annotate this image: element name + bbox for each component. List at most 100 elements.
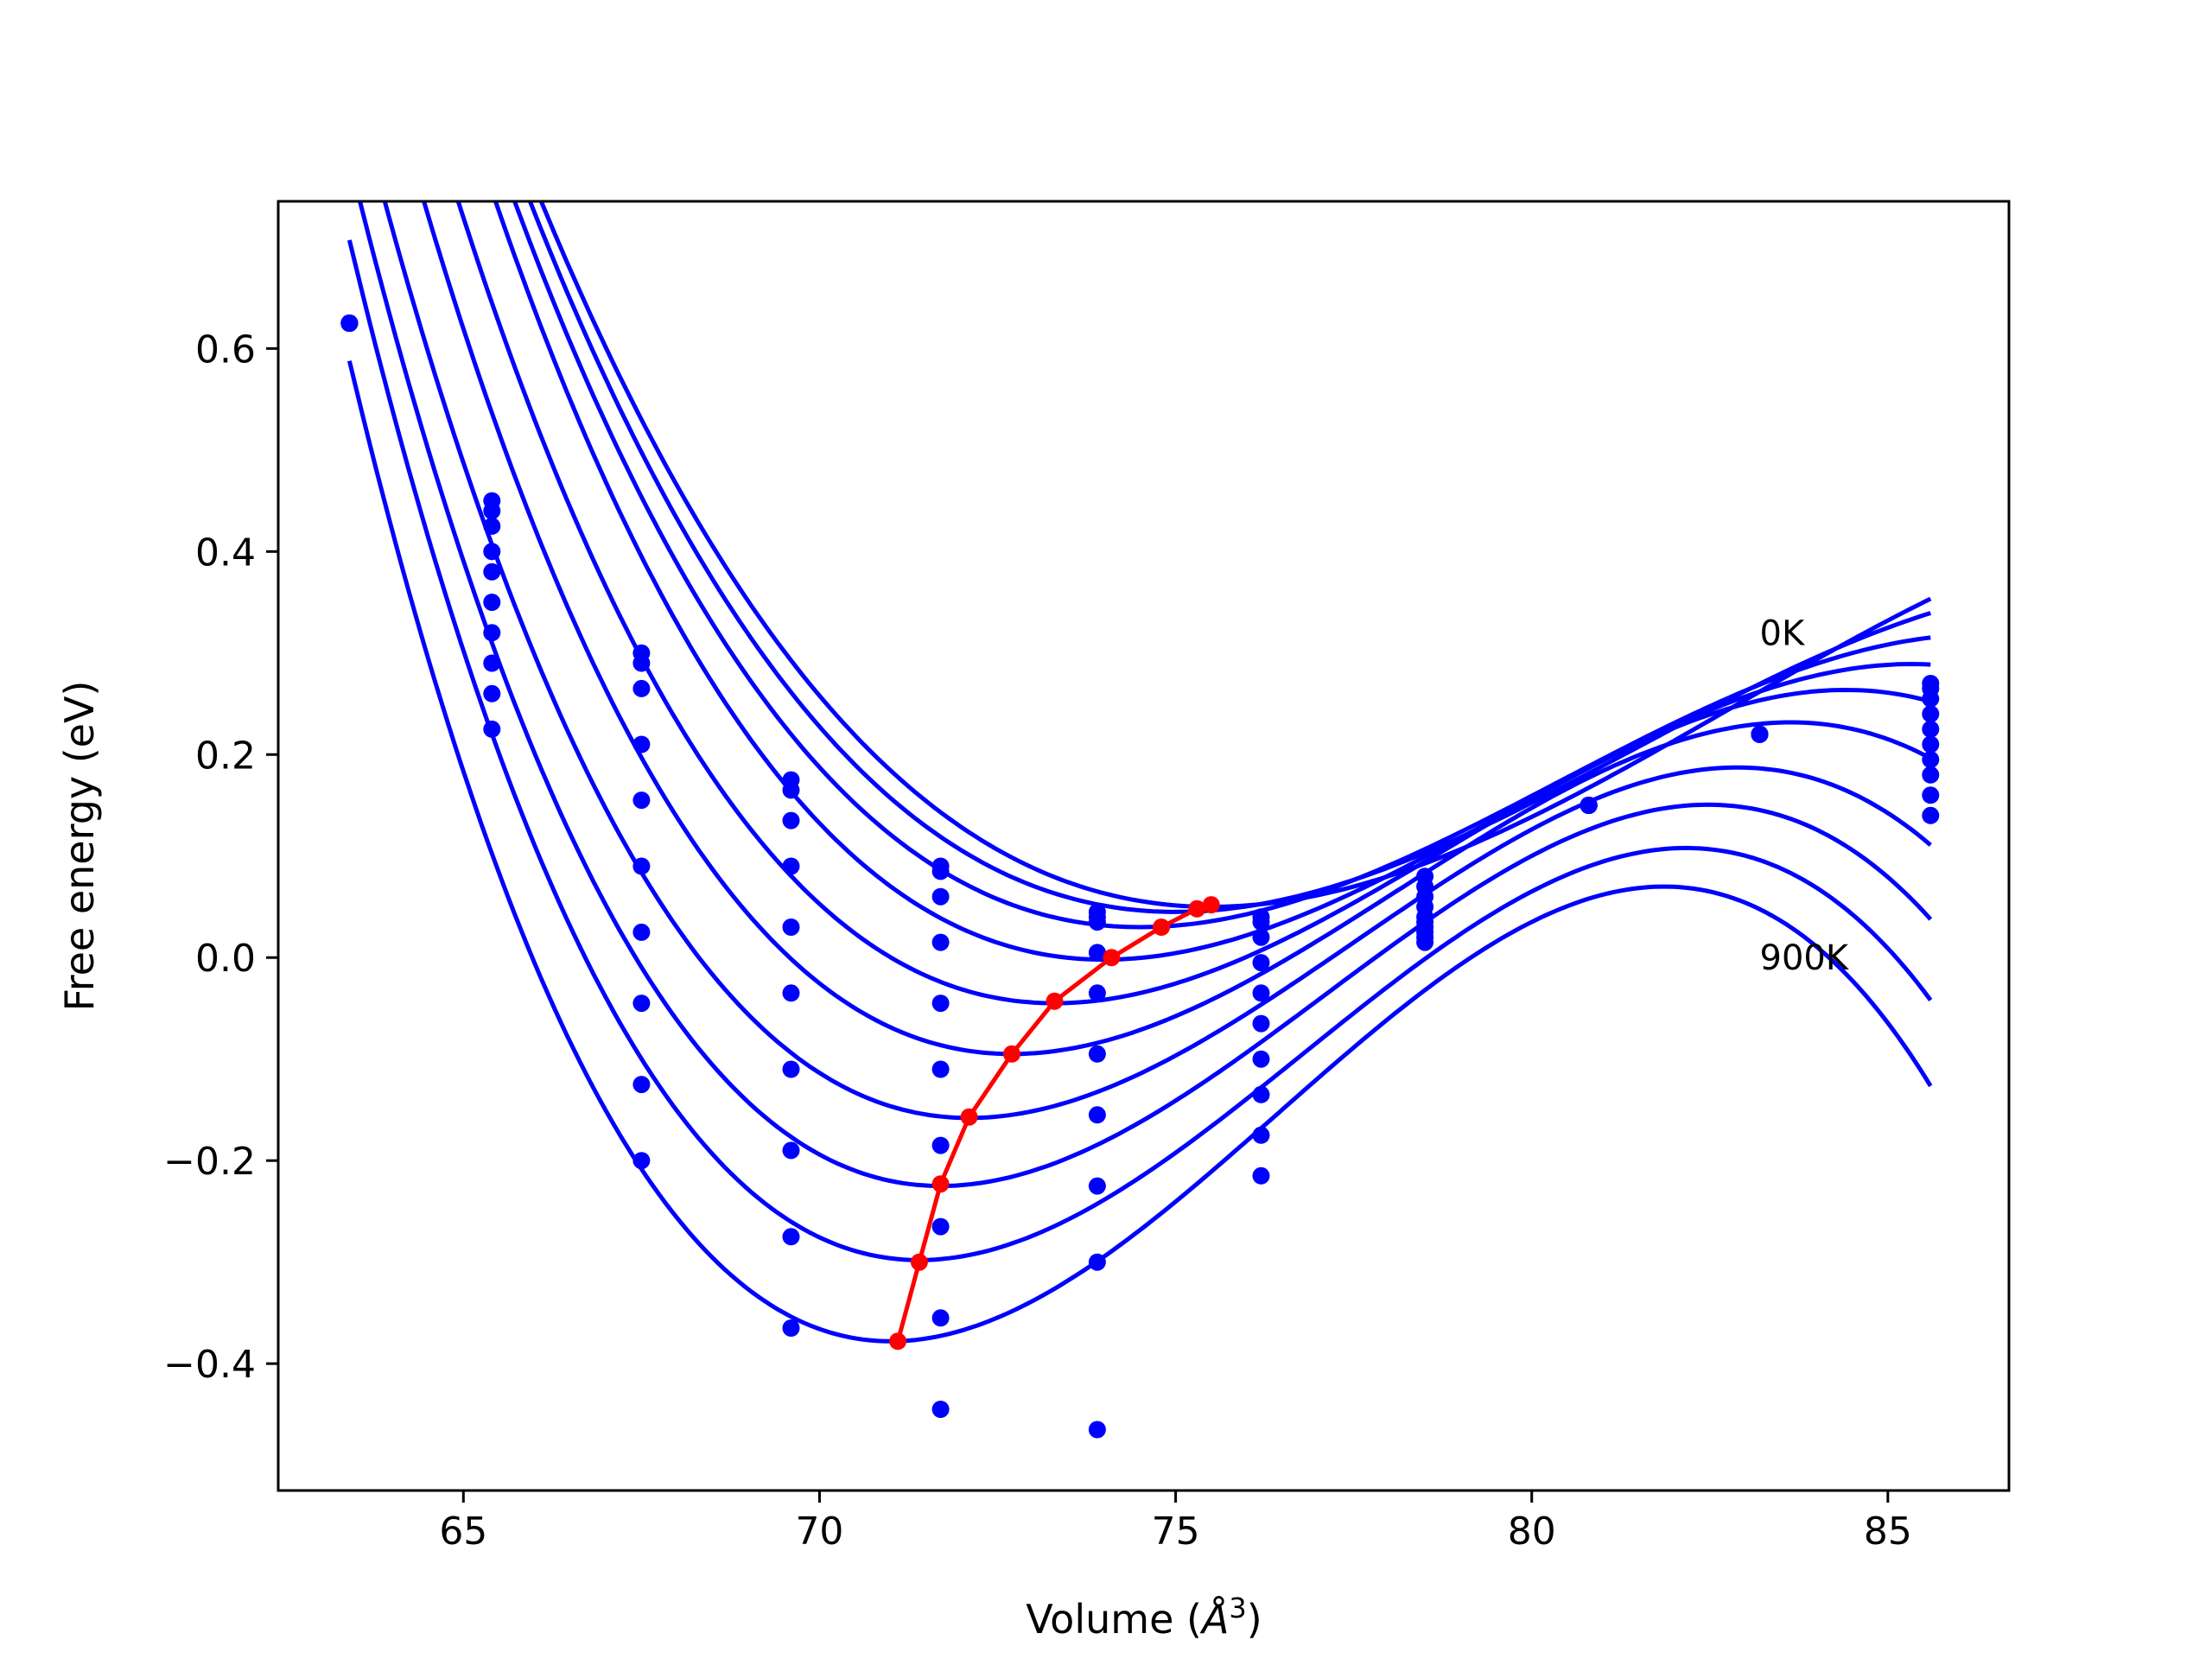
y-tick-label: 0.4 [195, 531, 256, 575]
data-point-700K-2 [632, 995, 651, 1013]
y-tick-label: 0.6 [195, 327, 256, 372]
data-point-500K-3 [782, 984, 800, 1002]
data-point-100K-2 [632, 654, 651, 672]
data-point-400K-3 [782, 918, 800, 936]
data-point-900K-8 [1580, 797, 1598, 814]
fit-curves [346, 201, 1933, 1344]
y-axis: −0.4 −0.2 0.0 0.2 0.4 0.6 [163, 327, 278, 1387]
data-point-300K-6 [1252, 954, 1270, 972]
data-point-500K-10 [1922, 735, 1940, 753]
minimum-point-800K [910, 1253, 928, 1271]
y-tick-label: −0.2 [163, 1140, 256, 1184]
data-point-500K-5 [1088, 1045, 1106, 1063]
minimum-point-0K [1202, 896, 1220, 914]
annotation-900K: 900K [1760, 938, 1850, 978]
minimum-point-300K [1103, 949, 1121, 967]
data-point-200K-3 [782, 811, 800, 830]
minimum-point-200K [1153, 918, 1171, 936]
fit-curve-400K [455, 201, 1931, 1006]
data-point-400K-5 [1088, 984, 1106, 1002]
data-point-200K-2 [632, 679, 651, 697]
data-point-500K-4 [931, 1060, 950, 1078]
data-point-800K-1 [483, 684, 501, 702]
fit-curve-300K [493, 201, 1931, 963]
x-tick-label: 85 [1864, 1510, 1912, 1554]
data-point-300K-4 [931, 933, 950, 951]
data-point-500K-2 [632, 857, 651, 875]
x-tick-label: 80 [1508, 1510, 1556, 1554]
data-point-200K-1 [483, 517, 501, 535]
data-point-400K-1 [483, 563, 501, 581]
fit-curve-900K [346, 360, 1933, 1344]
data-point-300K-5 [1088, 944, 1106, 962]
minima-path [895, 902, 1212, 1342]
data-point-800K-6 [1252, 1126, 1270, 1144]
data-point-900K-6 [1252, 1166, 1270, 1185]
fit-curve-600K [382, 201, 1932, 1121]
y-axis-label: Free energy (eV) [56, 681, 103, 1012]
data-point-800K-10 [1922, 786, 1940, 804]
data-point-100K-1 [483, 502, 501, 520]
data-point-800K-2 [632, 1076, 651, 1094]
y-tick-label: −0.4 [163, 1343, 256, 1387]
data-point-500K-6 [1252, 1014, 1270, 1033]
y-tick-label: 0.2 [195, 734, 256, 778]
minimum-point-600K [960, 1108, 978, 1126]
data-point-500K-1 [483, 594, 501, 611]
data-point-200K-4 [931, 887, 950, 906]
data-point-700K-5 [1088, 1177, 1106, 1195]
data-point-700K-6 [1252, 1085, 1270, 1103]
data-point-300K-1 [483, 543, 501, 561]
data-point-700K-4 [931, 1217, 950, 1236]
minimum-point-700K [931, 1175, 950, 1193]
minimum-point-100K [1188, 899, 1206, 918]
data-point-900K-5 [1088, 1421, 1106, 1439]
data-point-100K-4 [931, 862, 950, 880]
fit-curve-800K [346, 239, 1933, 1262]
data-point-900K-10 [1922, 806, 1940, 824]
annotation-0K: 0K [1760, 613, 1806, 653]
data-point-600K-5 [1088, 1106, 1106, 1124]
data-point-400K-10 [1922, 720, 1940, 738]
data-point-900K-3 [782, 1319, 800, 1337]
data-points [340, 315, 1940, 1439]
data-point-600K-3 [782, 1060, 800, 1078]
minimum-point-500K [1003, 1045, 1020, 1063]
data-point-300K-3 [782, 857, 800, 875]
minima-line [889, 896, 1220, 1351]
fit-curve-700K [358, 201, 1933, 1189]
data-point-700K-10 [1922, 766, 1940, 784]
data-point-400K-4 [931, 995, 950, 1013]
data-point-600K-1 [483, 624, 501, 642]
plot-frame [276, 200, 2011, 1492]
x-axis-label: Volume (Å3) [1026, 1592, 1262, 1643]
data-point-400K-6 [1252, 984, 1270, 1002]
fit-curve-500K [421, 201, 1932, 1057]
minimum-point-400K [1046, 992, 1064, 1010]
x-tick-label: 70 [795, 1510, 843, 1554]
data-point-900K-9 [1751, 725, 1769, 743]
data-point-600K-2 [632, 923, 651, 941]
data-point-300K-10 [1922, 705, 1940, 723]
data-point-700K-3 [782, 1141, 800, 1160]
data-point-800K-4 [931, 1309, 950, 1327]
data-point-600K-10 [1922, 751, 1940, 769]
data-point-800K-5 [1088, 1253, 1106, 1271]
annotations: 0K 900K [1760, 613, 1850, 978]
fit-curve-200K [512, 201, 1931, 930]
data-point-200K-6 [1252, 928, 1270, 946]
data-point-800K-3 [782, 1228, 800, 1246]
data-point-700K-1 [483, 654, 501, 672]
data-point-900K-0 [340, 315, 359, 332]
data-point-300K-2 [632, 735, 651, 753]
data-point-200K-5 [1088, 913, 1106, 931]
data-point-900K-2 [632, 1152, 651, 1170]
data-point-100K-3 [782, 781, 800, 799]
data-point-600K-4 [931, 1136, 950, 1154]
x-tick-label: 75 [1152, 1510, 1200, 1554]
data-point-900K-1 [483, 720, 501, 738]
data-point-100K-6 [1252, 913, 1270, 931]
x-axis: 65 70 75 80 85 [439, 1491, 1912, 1554]
data-point-900K-4 [931, 1401, 950, 1418]
